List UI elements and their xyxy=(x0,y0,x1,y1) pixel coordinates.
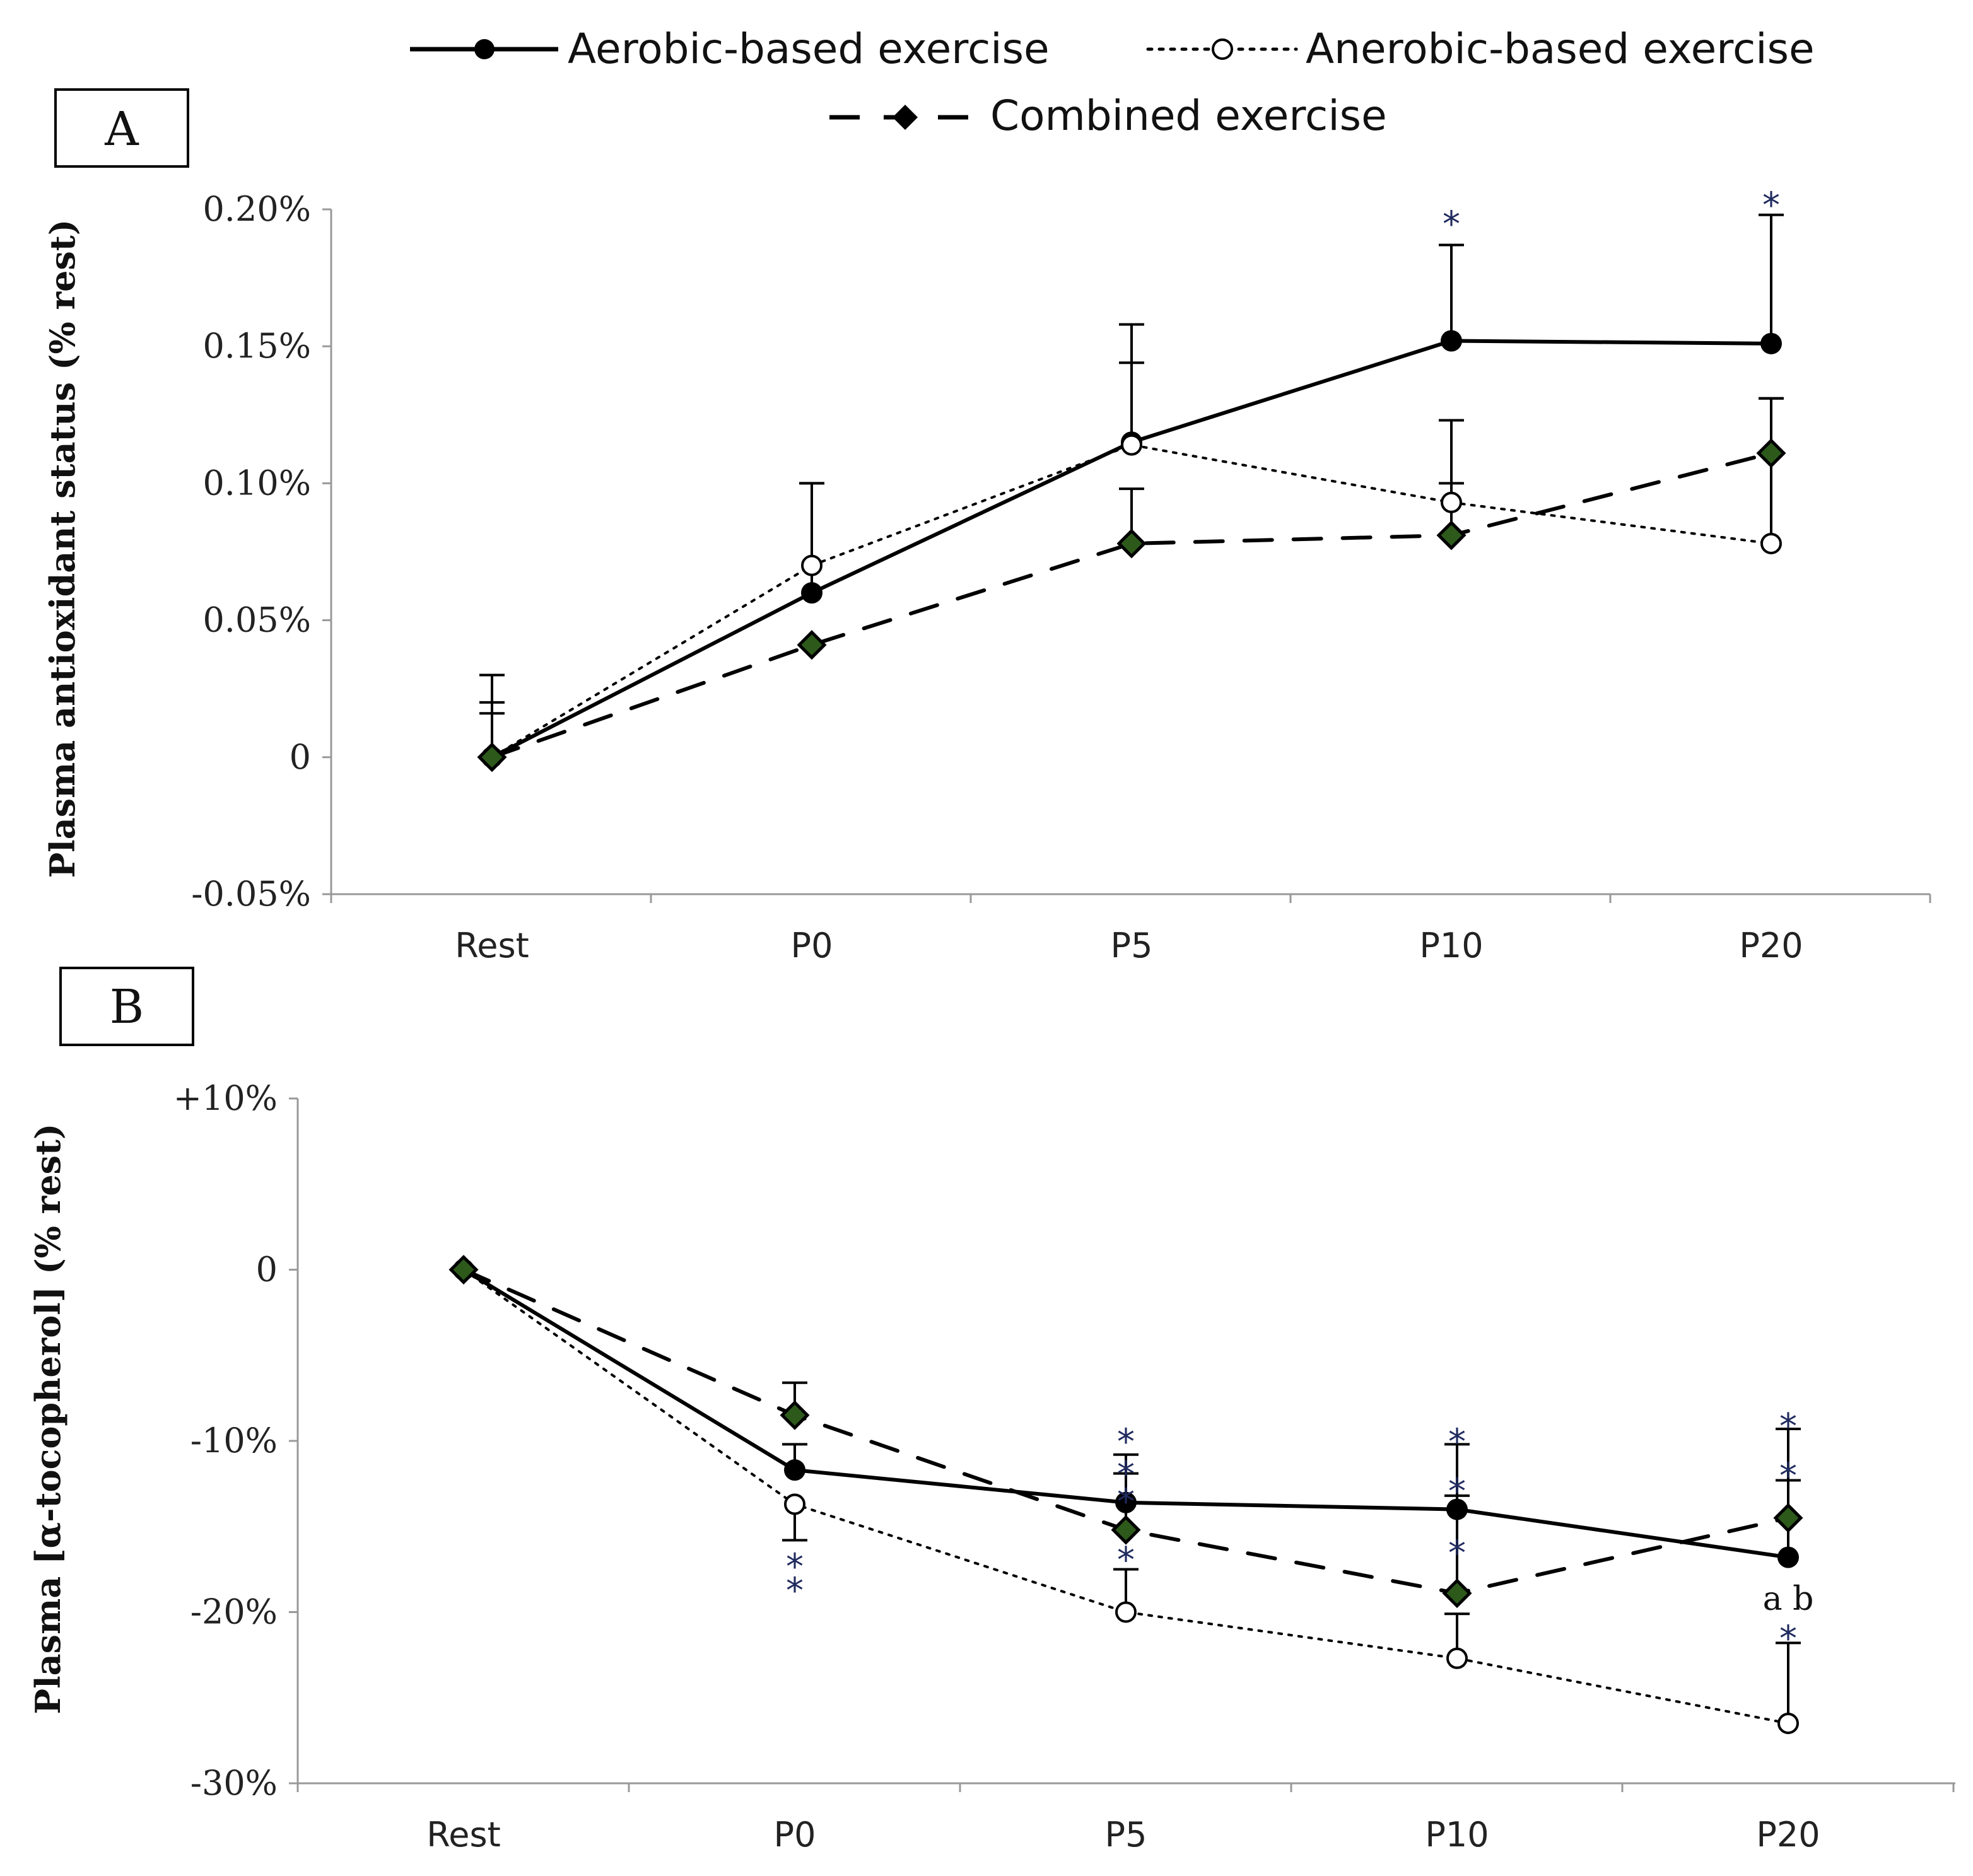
legend-label-combined: Combined exercise xyxy=(990,91,1387,140)
point-aerobic xyxy=(784,1459,805,1481)
point-combined xyxy=(1111,1515,1141,1545)
significance-star: * xyxy=(1117,1540,1135,1581)
significance-star: * xyxy=(1117,1454,1135,1495)
x-tick-label: P20 xyxy=(1739,926,1803,965)
series-line-anaerobic xyxy=(462,1268,1789,1725)
panel-a-label: A xyxy=(104,102,139,156)
legend: Aerobic-based exercise Anerobic-based ex… xyxy=(410,25,1815,140)
panel-a: A Plasma antioxidant status (% rest) -0.… xyxy=(42,88,1931,965)
y-tick-label: 0 xyxy=(256,1250,278,1290)
significance-star: * xyxy=(1762,185,1780,226)
point-aerobic xyxy=(1446,1498,1468,1520)
panel-b-plot: -30%-20%-10%0+10%Rest P0 P5 P10 P20*********… xyxy=(173,1078,1955,1855)
point-anaerobic xyxy=(801,554,823,576)
y-tick-label: 0 xyxy=(290,737,311,777)
point-aerobic xyxy=(1115,1491,1137,1513)
legend-label-anaerobic: Anerobic-based exercise xyxy=(1306,25,1815,73)
significance-star: * xyxy=(786,1547,804,1588)
legend-entry-combined: Combined exercise xyxy=(829,91,1387,140)
panel-b-y-axis-title: Plasma [α-tocopherol] (% rest) xyxy=(28,1124,68,1715)
significance-star: * xyxy=(786,1571,804,1612)
y-tick-label: 0.15% xyxy=(202,326,311,366)
point-combined xyxy=(1773,1503,1803,1533)
panel-b-label: B xyxy=(110,980,144,1034)
panel-a-label-box xyxy=(54,88,189,168)
point-anaerobic xyxy=(1777,1712,1799,1734)
significance-letters: a b xyxy=(1763,1580,1814,1618)
point-anaerobic xyxy=(784,1493,805,1515)
panel-a-plot: -0.05% 0 0.05% 0.10% 0.15% 0.20% Rest P0 P5 P10 P2… xyxy=(191,185,1931,965)
significance-star: * xyxy=(1779,1456,1797,1497)
y-tick-label: -0.05% xyxy=(191,874,311,914)
point-combined xyxy=(780,1400,810,1430)
y-tick-label: 0.10% xyxy=(202,463,311,503)
significance-star: * xyxy=(1443,204,1460,245)
x-tick-label: P0 xyxy=(774,1815,816,1855)
point-anaerobic xyxy=(1121,434,1142,456)
series-line-combined xyxy=(490,451,1773,759)
y-tick-label: 0.20% xyxy=(202,189,311,229)
x-tick-label: P10 xyxy=(1425,1815,1489,1855)
point-aerobic xyxy=(1777,1546,1799,1568)
panel-a-y-axis-title: Plasma antioxidant status (% rest) xyxy=(42,219,83,878)
legend-entry-aerobic: Aerobic-based exercise xyxy=(410,25,1050,73)
y-tick-label: -20% xyxy=(190,1592,278,1632)
significance-star: * xyxy=(1117,1421,1135,1462)
x-tick-label: P5 xyxy=(1111,926,1153,965)
point-aerobic xyxy=(1760,332,1782,354)
point-combined xyxy=(1756,438,1786,469)
y-tick-label: 0.05% xyxy=(202,600,311,640)
point-combined xyxy=(1436,520,1467,551)
point-combined xyxy=(1442,1578,1472,1609)
significance-star: * xyxy=(1779,1406,1797,1447)
panel-b-label-box xyxy=(59,967,194,1046)
x-tick-label: Rest xyxy=(426,1815,501,1855)
x-tick-label: P20 xyxy=(1756,1815,1820,1855)
significance-star: * xyxy=(1779,1619,1797,1660)
panel-b: B Plasma [α-tocopherol] (% rest) -30% -20… xyxy=(28,967,1955,1855)
x-tick-label: Rest xyxy=(455,926,529,965)
point-combined xyxy=(477,742,507,772)
point-aerobic xyxy=(801,582,823,604)
point-combined xyxy=(1116,528,1147,559)
point-combined xyxy=(448,1254,479,1285)
significance-star: * xyxy=(1448,1533,1466,1574)
significance-star: * xyxy=(1448,1421,1466,1462)
y-tick-label: -10% xyxy=(190,1421,278,1460)
point-anaerobic xyxy=(1760,532,1782,554)
x-tick-label: P0 xyxy=(791,926,833,965)
point-anaerobic xyxy=(1446,1647,1468,1669)
x-tick-label: P10 xyxy=(1419,926,1483,965)
point-anaerobic xyxy=(1441,491,1462,513)
significance-star: * xyxy=(1117,1481,1135,1522)
point-combined xyxy=(797,630,827,660)
point-aerobic xyxy=(1441,330,1462,352)
x-tick-label: P5 xyxy=(1105,1815,1147,1855)
significance-star: * xyxy=(1448,1471,1466,1512)
legend-label-aerobic: Aerobic-based exercise xyxy=(568,25,1050,73)
y-tick-label: +10% xyxy=(173,1078,278,1118)
legend-entry-anaerobic: Anerobic-based exercise xyxy=(1146,25,1815,73)
point-anaerobic xyxy=(1115,1601,1137,1623)
y-tick-label: -30% xyxy=(190,1763,278,1803)
